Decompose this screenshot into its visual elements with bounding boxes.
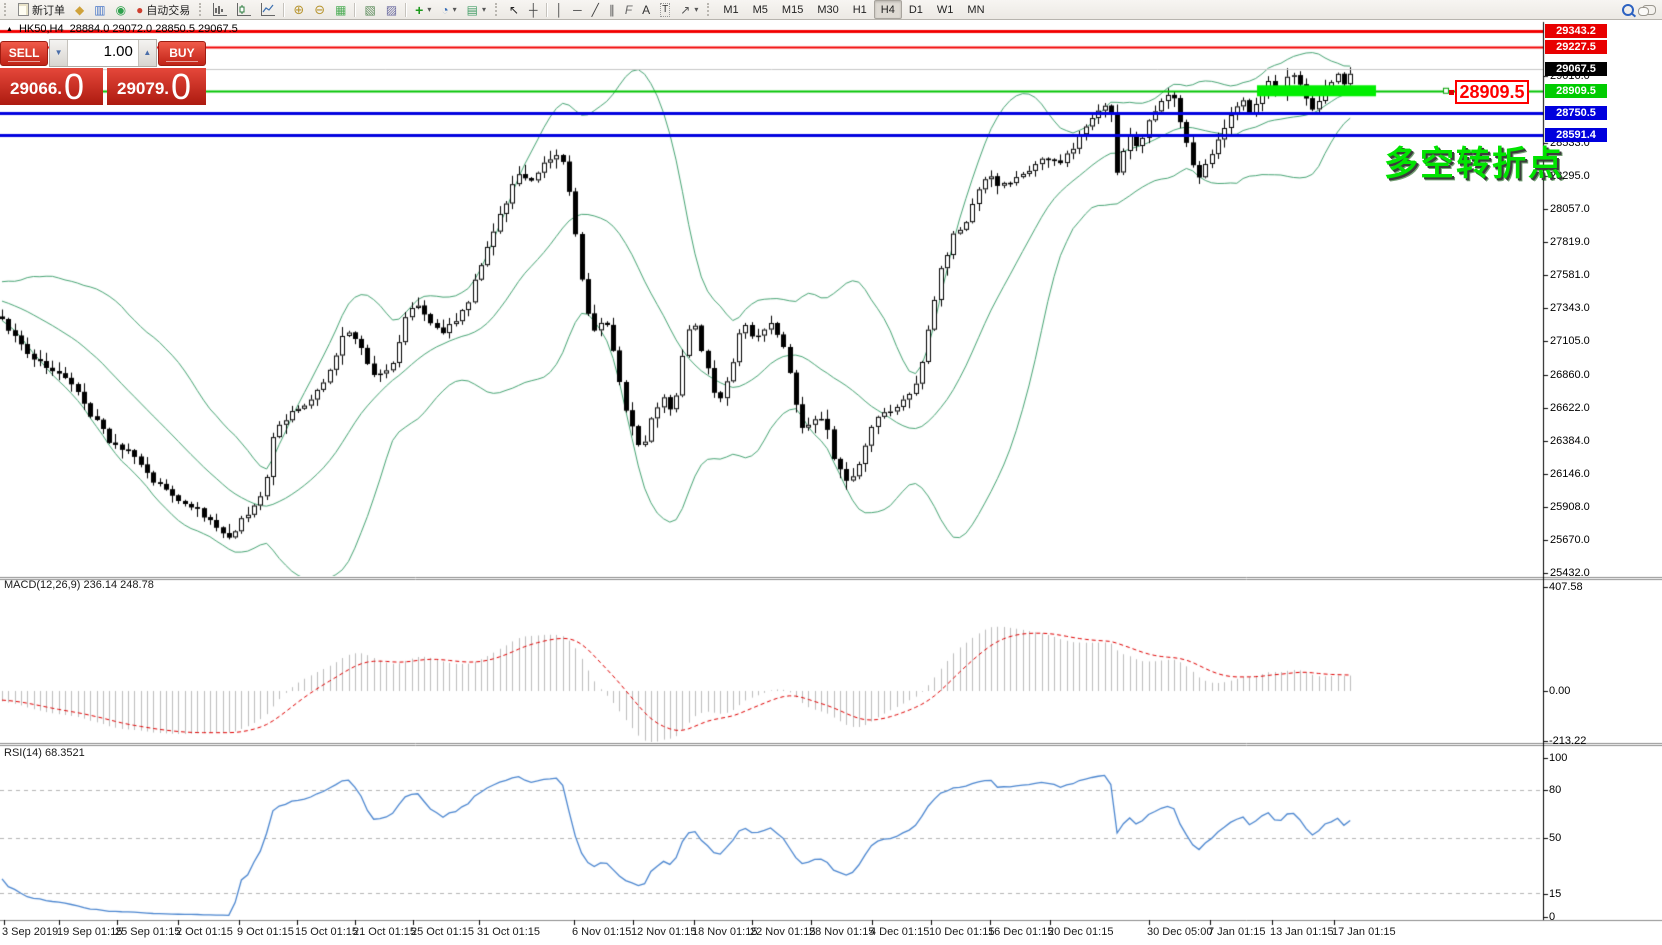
- volume-increase-button[interactable]: ▲: [137, 40, 156, 66]
- toolbar-grip: [4, 3, 10, 16]
- trendline-icon: ╱: [591, 2, 599, 17]
- new-order-button[interactable]: 新订单: [13, 0, 70, 19]
- templates-icon: ▤: [466, 2, 478, 17]
- timeframe-button[interactable]: M30: [817, 3, 839, 16]
- toolbar-grip: [199, 3, 205, 16]
- cursor-tool-button[interactable]: ↖: [504, 0, 524, 19]
- sell-price-pip: 0: [64, 66, 85, 107]
- market-watch-icon: ▥: [94, 2, 106, 17]
- timeframe-button[interactable]: H1: [852, 3, 867, 16]
- volume-input[interactable]: 1.00: [103, 43, 133, 60]
- buy-price-panel[interactable]: 29079 . 0: [107, 68, 206, 105]
- horizontal-line-tool-button[interactable]: ─: [568, 0, 587, 19]
- channel-icon: ∥: [608, 2, 615, 17]
- label-icon: T: [660, 2, 671, 17]
- indicators-window-button[interactable]: ▧: [359, 0, 380, 19]
- timeframe-button[interactable]: H4: [873, 0, 902, 19]
- horizontal-line-icon: ─: [573, 2, 582, 17]
- toolbar: 新订单 ◆ ▥ ◉ ● 自动交易 ⊕ ⊖ ▦ ▧ ▨ + ▾ ◔: [0, 0, 1662, 20]
- new-order-label: 新订单: [32, 4, 65, 17]
- text-icon: A: [642, 2, 651, 17]
- bar-chart-icon: [213, 3, 228, 16]
- templates-button[interactable]: ▤ ▾: [462, 0, 491, 19]
- vertical-line-tool-button[interactable]: │: [551, 0, 569, 19]
- market-watch-button[interactable]: ▥: [89, 0, 110, 19]
- new-order-icon: [18, 3, 29, 16]
- dropdown-icon: ▾: [694, 5, 699, 14]
- clock-icon: ◔: [441, 2, 449, 17]
- eraser-icon: ◆: [75, 2, 85, 17]
- eraser-button[interactable]: ◆: [70, 0, 89, 19]
- candlestick-chart-button[interactable]: [232, 0, 256, 19]
- fibonacci-tool-button[interactable]: F: [620, 0, 637, 19]
- buy-button[interactable]: BUY: [157, 41, 207, 66]
- crosshair-icon: ┼: [529, 2, 538, 17]
- toolbar-separator: [354, 2, 357, 17]
- auto-trading-icon: ●: [136, 2, 144, 17]
- zoom-in-icon: ⊕: [293, 1, 305, 17]
- buy-price-pip: 0: [171, 66, 192, 107]
- data-window-button[interactable]: ▨: [381, 0, 402, 19]
- text-tool-button[interactable]: A: [637, 0, 655, 19]
- data-window-icon: ▨: [385, 2, 398, 17]
- sell-button[interactable]: SELL: [0, 41, 49, 66]
- crosshair-tool-button[interactable]: ┼: [524, 0, 543, 19]
- auto-trading-label: 自动交易: [146, 4, 191, 17]
- fibonacci-icon: F: [624, 2, 633, 17]
- signal-icon: ◉: [115, 2, 127, 17]
- timeframe-button[interactable]: MN: [967, 3, 985, 16]
- cursor-icon: ↖: [508, 2, 520, 17]
- timeframe-button[interactable]: D1: [908, 3, 923, 16]
- auto-trading-button[interactable]: ● 自动交易: [131, 0, 195, 19]
- buy-price: 29079: [117, 79, 165, 98]
- sell-price: 29066: [10, 79, 58, 98]
- add-indicator-icon: +: [415, 1, 424, 18]
- zoom-out-icon: ⊖: [314, 1, 326, 17]
- volume-decrease-button[interactable]: ▼: [50, 40, 69, 66]
- timeframe-button[interactable]: W1: [936, 3, 954, 16]
- toolbar-separator: [545, 2, 548, 17]
- arrows-tool-button[interactable]: ↗ ▾: [675, 0, 703, 19]
- chat-icon[interactable]: [1638, 4, 1656, 16]
- vertical-line-icon: │: [555, 2, 564, 17]
- volume-box: ▼ 1.00 ▲: [49, 39, 157, 67]
- candlestick-chart-icon: [237, 3, 252, 16]
- timeframe-button[interactable]: M1: [723, 3, 739, 16]
- dropdown-icon: ▾: [481, 5, 486, 14]
- timeframe-button[interactable]: M5: [752, 3, 768, 16]
- label-tool-button[interactable]: T: [655, 0, 675, 19]
- periods-button[interactable]: ◔ ▾: [436, 0, 461, 19]
- signals-button[interactable]: ◉: [111, 0, 131, 19]
- channel-tool-button[interactable]: ∥: [604, 0, 620, 19]
- toolbar-separator: [405, 2, 408, 17]
- sell-price-panel[interactable]: 29066 . 0: [0, 68, 103, 105]
- tile-windows-button[interactable]: ▦: [330, 0, 351, 19]
- add-indicator-button[interactable]: + ▾: [410, 0, 436, 19]
- search-icon[interactable]: [1622, 3, 1634, 16]
- toolbar-grip: [707, 3, 713, 16]
- toolbar-grip: [494, 3, 501, 16]
- tile-windows-icon: ▦: [335, 2, 347, 17]
- trendline-tool-button[interactable]: ╱: [587, 0, 604, 19]
- zoom-out-button[interactable]: ⊖: [309, 0, 330, 19]
- line-chart-button[interactable]: [256, 0, 280, 19]
- one-click-trading-panel: SELL ▼ 1.00 ▲ BUY 29066 . 0 29079 . 0: [0, 39, 207, 105]
- line-chart-icon: [261, 3, 276, 16]
- timeframe-button[interactable]: M15: [781, 3, 804, 16]
- bar-chart-button[interactable]: [208, 0, 232, 19]
- dropdown-icon: ▾: [427, 5, 432, 14]
- dropdown-icon: ▾: [452, 5, 457, 14]
- indicators-window-icon: ▧: [364, 2, 376, 17]
- arrows-icon: ↗: [680, 2, 691, 17]
- zoom-in-button[interactable]: ⊕: [288, 0, 309, 19]
- toolbar-separator: [283, 2, 286, 17]
